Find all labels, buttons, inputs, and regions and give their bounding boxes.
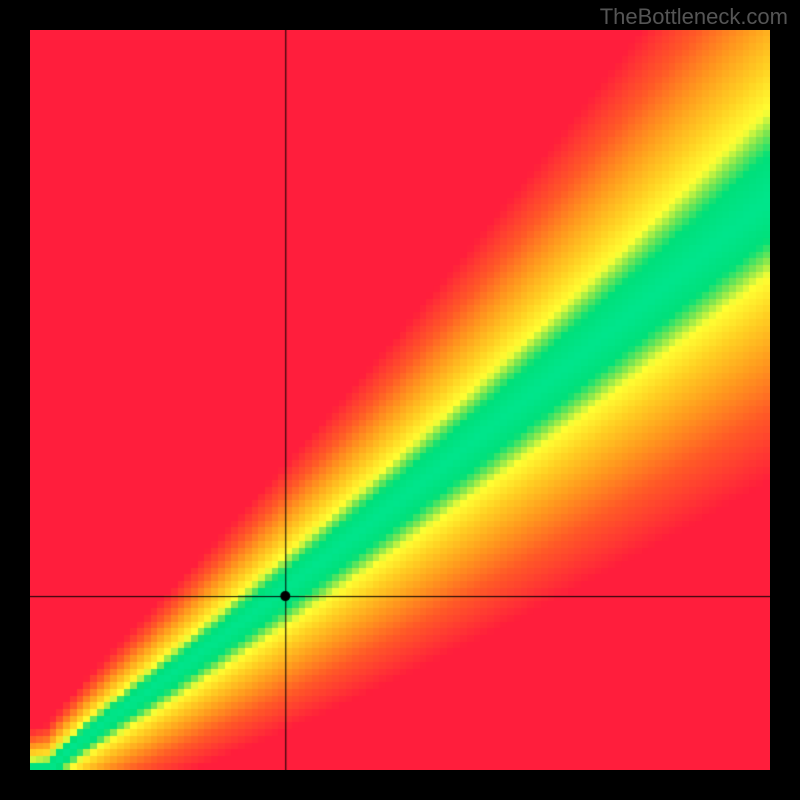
chart-container: TheBottleneck.com xyxy=(0,0,800,800)
watermark-text: TheBottleneck.com xyxy=(600,4,788,30)
heatmap-canvas xyxy=(30,30,770,770)
plot-area xyxy=(30,30,770,770)
